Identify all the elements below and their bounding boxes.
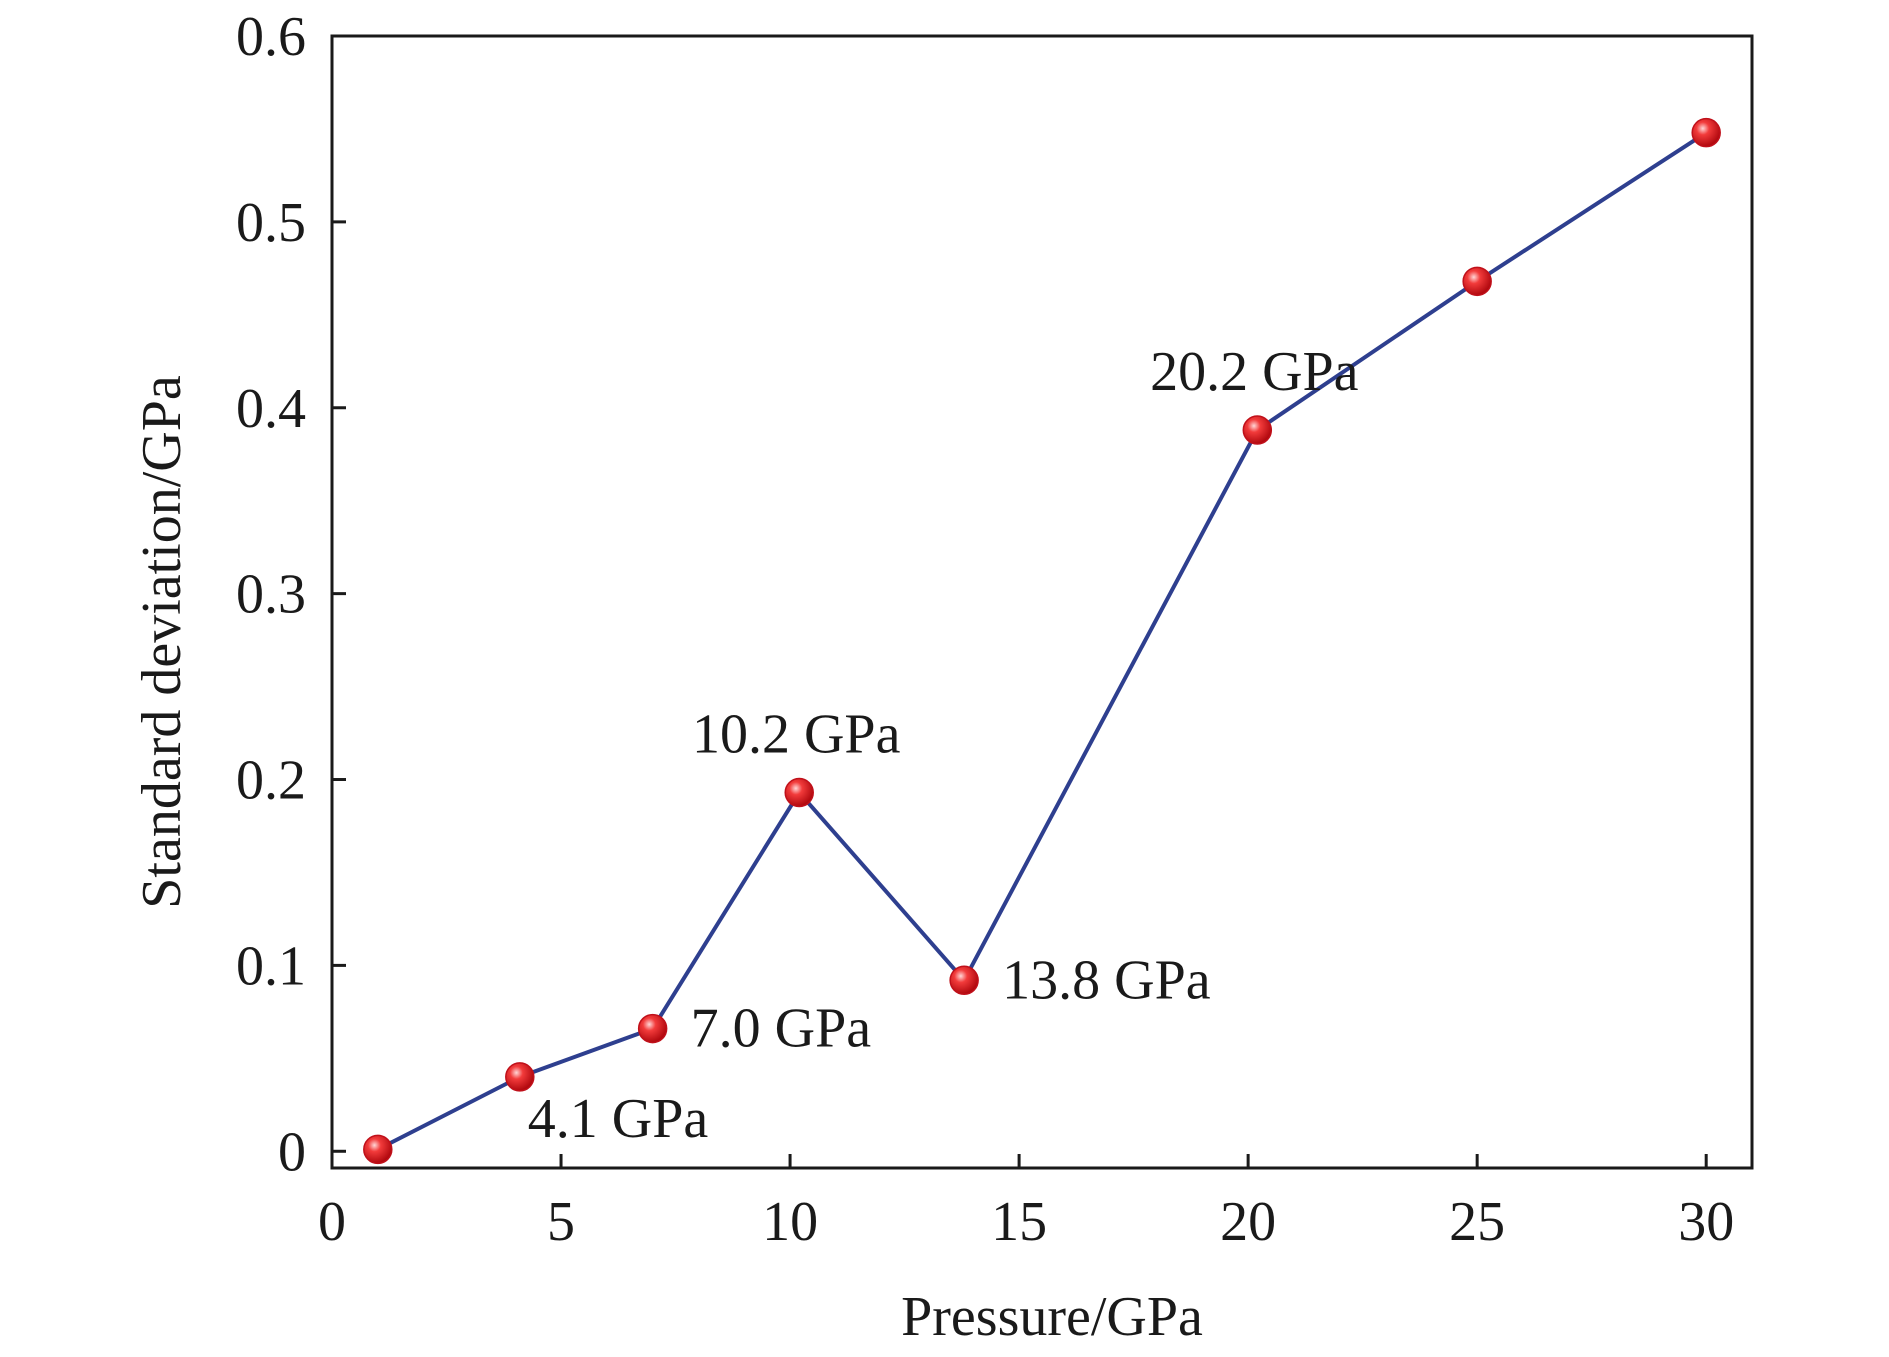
y-tick-label: 0 [278, 1121, 306, 1183]
data-point [505, 1062, 535, 1092]
y-axis: 0 0.1 0.2 0.3 0.4 0.5 0.6 [236, 6, 346, 1183]
x-tick-label: 25 [1449, 1191, 1505, 1253]
annotation-label: 10.2 GPa [692, 704, 901, 766]
x-axis-title: Pressure/GPa [901, 1286, 1203, 1348]
data-point [637, 1013, 668, 1044]
x-tick-label: 15 [991, 1191, 1047, 1253]
y-tick-label: 0.5 [236, 192, 306, 254]
x-tick-label: 5 [547, 1191, 575, 1253]
annotation-label: 13.8 GPa [1002, 949, 1211, 1011]
y-tick-label: 0.4 [236, 378, 306, 440]
data-point [1691, 117, 1721, 148]
data-point [1242, 415, 1273, 445]
x-tick-label: 0 [318, 1191, 346, 1253]
x-axis: 0 5 10 15 20 25 30 [318, 1154, 1734, 1253]
annotations: 4.1 GPa 7.0 GPa 10.2 GPa 13.8 GPa 20.2 GPa [528, 341, 1359, 1150]
x-tick-label: 10 [762, 1191, 818, 1253]
series-layer [363, 117, 1721, 1165]
annotation-label: 4.1 GPa [528, 1088, 709, 1150]
annotation-label: 20.2 GPa [1150, 341, 1359, 403]
y-tick-label: 0.1 [236, 935, 306, 997]
data-point [949, 965, 979, 996]
y-axis-title: Standard deviation/GPa [131, 375, 193, 909]
y-tick-label: 0.6 [236, 6, 306, 68]
plot-frame [330, 34, 1754, 1170]
y-tick-label: 0.3 [236, 564, 306, 626]
series-line [376, 130, 1708, 1152]
x-tick-label: 30 [1678, 1191, 1734, 1253]
annotation-label: 7.0 GPa [691, 998, 872, 1060]
data-point [1462, 266, 1492, 297]
x-tick-label: 20 [1220, 1191, 1276, 1253]
data-point [363, 1134, 393, 1165]
data-point [784, 777, 814, 808]
y-tick-label: 0.2 [236, 750, 306, 812]
